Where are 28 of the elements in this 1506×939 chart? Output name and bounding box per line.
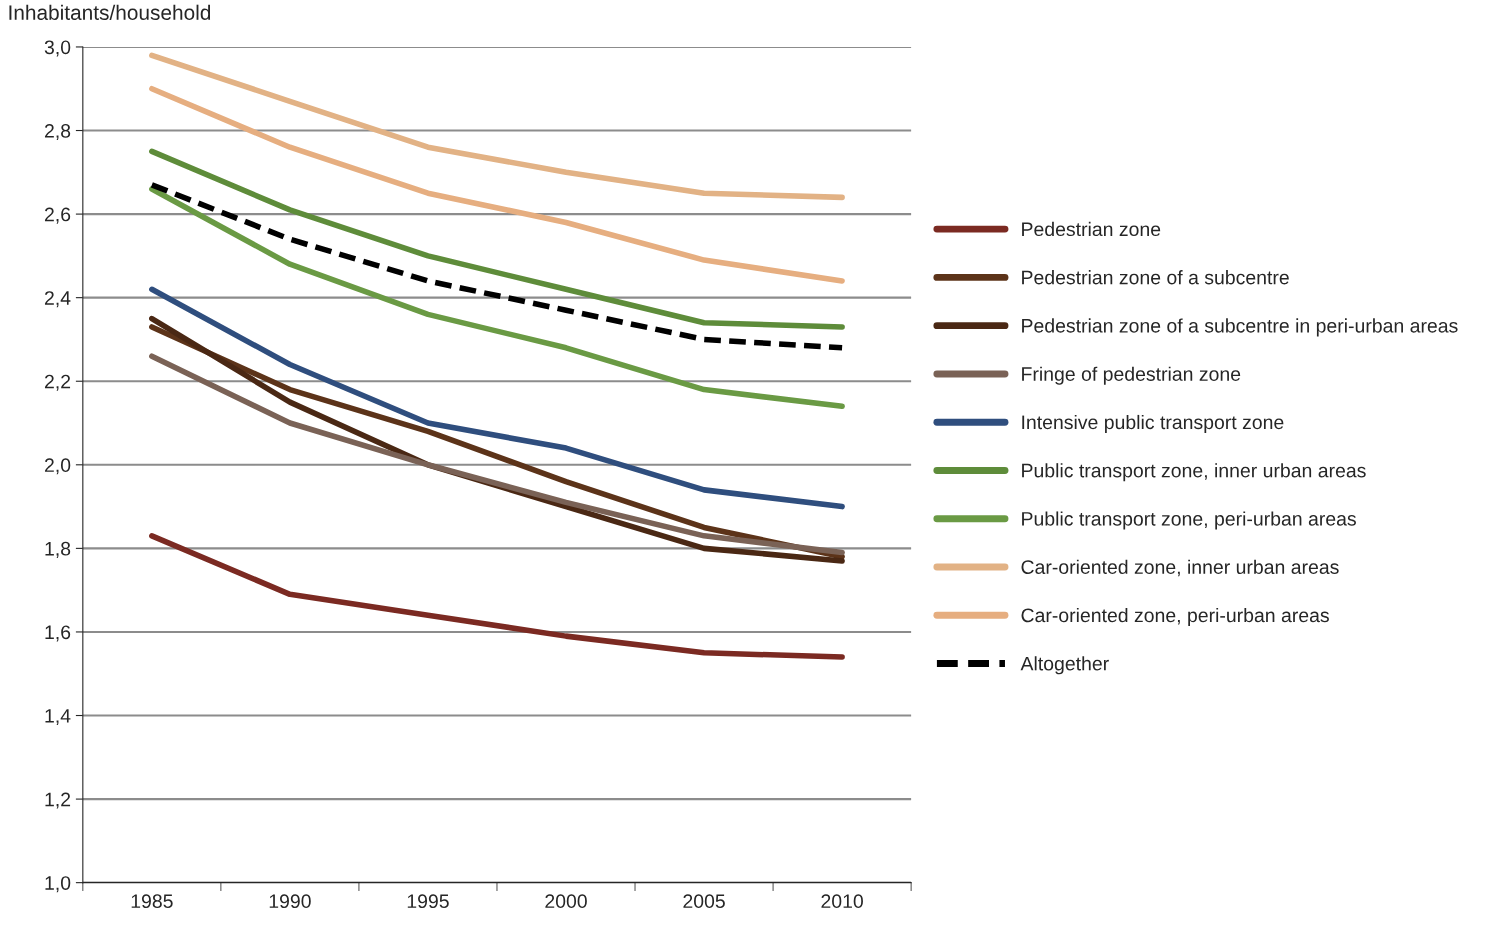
legend-label: Altogether	[1020, 656, 1109, 675]
y-tick-label: 1,6	[45, 625, 71, 642]
x-tick-label: 1990	[269, 894, 311, 909]
legend-label: Fringe of pedestrian zone	[1022, 366, 1241, 385]
y-tick-label: 1,0	[45, 876, 71, 893]
x-tick-label: 1985	[131, 894, 173, 909]
x-tick-label: 2000	[545, 894, 587, 909]
y-tick-label: 2,2	[44, 374, 71, 391]
legend-label: Car-oriented zone, peri-urban areas	[1021, 607, 1329, 627]
legend-label: Pedestrian zone	[1022, 221, 1161, 237]
y-tick-label: 3,0	[44, 40, 71, 57]
y-tick-label: 1,4	[45, 709, 71, 726]
y-axis-title: Inhabitants/household	[9, 4, 211, 20]
x-tick-label: 1995	[407, 894, 449, 909]
legend-label: Intensive public transport zone	[1022, 414, 1284, 434]
legend-label: Public transport zone, peri-urban areas	[1022, 511, 1356, 530]
x-tick-label: 2005	[683, 894, 725, 909]
y-tick-label: 2,4	[44, 291, 71, 308]
y-tick-label: 2,6	[44, 207, 71, 224]
y-tick-label: 1,2	[45, 792, 71, 809]
x-tick-label: 2010	[821, 894, 863, 909]
legend-label: Car-oriented zone, inner urban areas	[1021, 559, 1339, 577]
y-tick-label: 2,0	[44, 458, 71, 475]
y-tick-label: 1,8	[45, 541, 71, 558]
y-tick-label: 2,8	[44, 123, 71, 141]
legend-label: Pedestrian zone of a subcentre in peri-urban areas	[1022, 318, 1458, 337]
legend-label: Public transport zone, inner urban areas	[1022, 463, 1366, 482]
legend-label: Pedestrian zone of a subcentre	[1022, 270, 1289, 285]
